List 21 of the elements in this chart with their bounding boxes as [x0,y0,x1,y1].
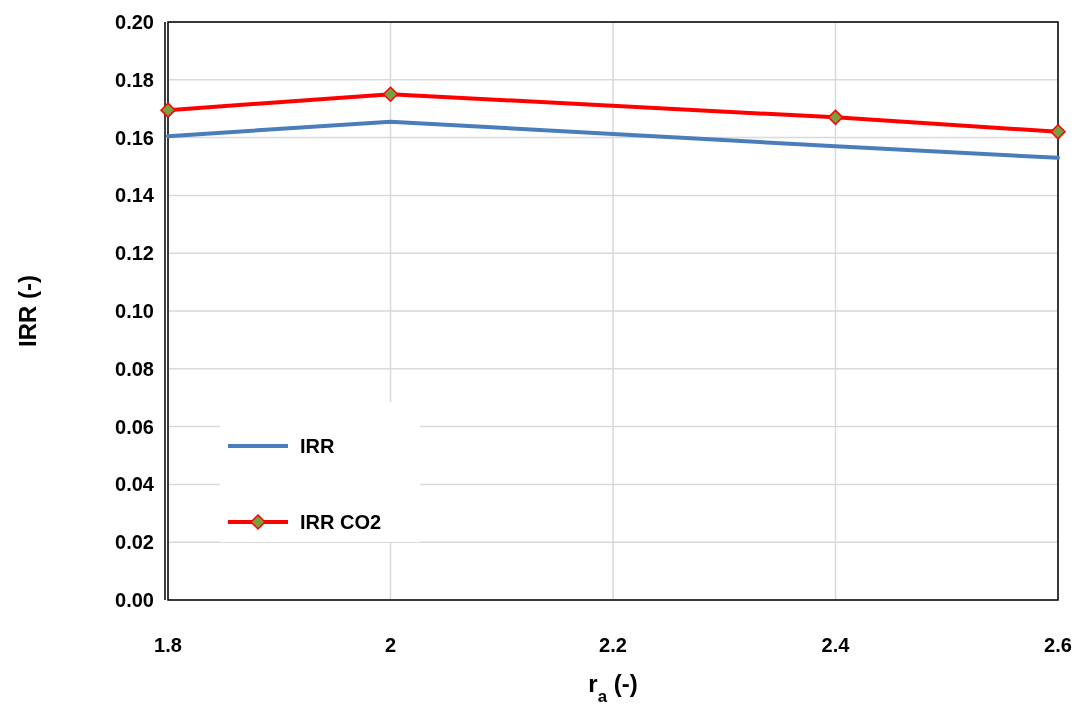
x-tick-label: 2 [384,634,397,656]
legend-label: IRR [300,435,335,457]
y-tick-label: 0.08 [115,357,154,380]
x-tick-label: 2.2 [599,634,627,656]
x-axis-title: r$_{a}$ (-) [588,670,638,706]
y-tick-label: 0.04 [115,473,155,496]
y-tick-label: 0.00 [115,589,154,611]
y-tick-label: 0.02 [115,531,154,554]
y-tick-label: 0.10 [115,300,154,322]
x-tick-label: 2.4 [821,634,851,656]
line-series [166,119,1060,160]
y-axis-title: IRR (-) [14,275,41,347]
legend-label: IRR CO2 [300,511,382,533]
y-tick-label: 0.18 [115,68,154,91]
y-tick-label: 0.20 [115,11,154,33]
y-tick-label: 0.16 [115,126,154,149]
y-tick-label: 0.12 [115,242,154,265]
y-tick-label: 0.06 [115,415,154,438]
x-tick-label: 2.6 [1044,634,1072,656]
y-tick-label: 0.14 [115,184,155,207]
x-tick-label: 1.8 [154,634,182,656]
